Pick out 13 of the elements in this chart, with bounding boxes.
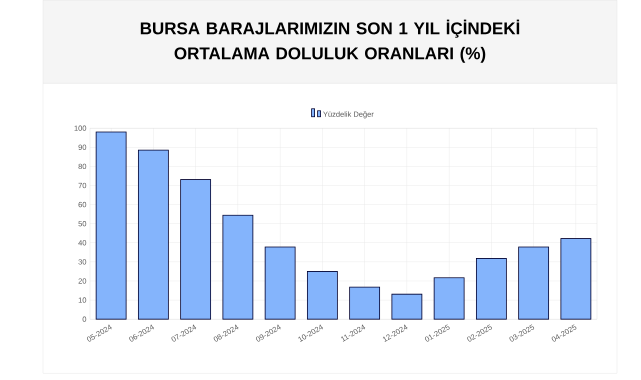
bar bbox=[476, 258, 507, 320]
bar bbox=[349, 286, 380, 320]
chart-title: BURSA BARAJLARIMIZIN SON 1 YIL İÇİNDEKİ ORTALAMA DOLULUK ORANLARI (%) bbox=[140, 20, 520, 63]
bar bbox=[96, 132, 127, 320]
bar bbox=[138, 150, 169, 320]
bar bbox=[434, 277, 465, 320]
bar bbox=[222, 214, 254, 320]
bar bbox=[560, 238, 592, 320]
bar bbox=[306, 270, 338, 320]
bar bbox=[391, 294, 422, 320]
bar bbox=[180, 179, 212, 320]
bar bbox=[518, 246, 550, 320]
bar bbox=[264, 246, 296, 320]
